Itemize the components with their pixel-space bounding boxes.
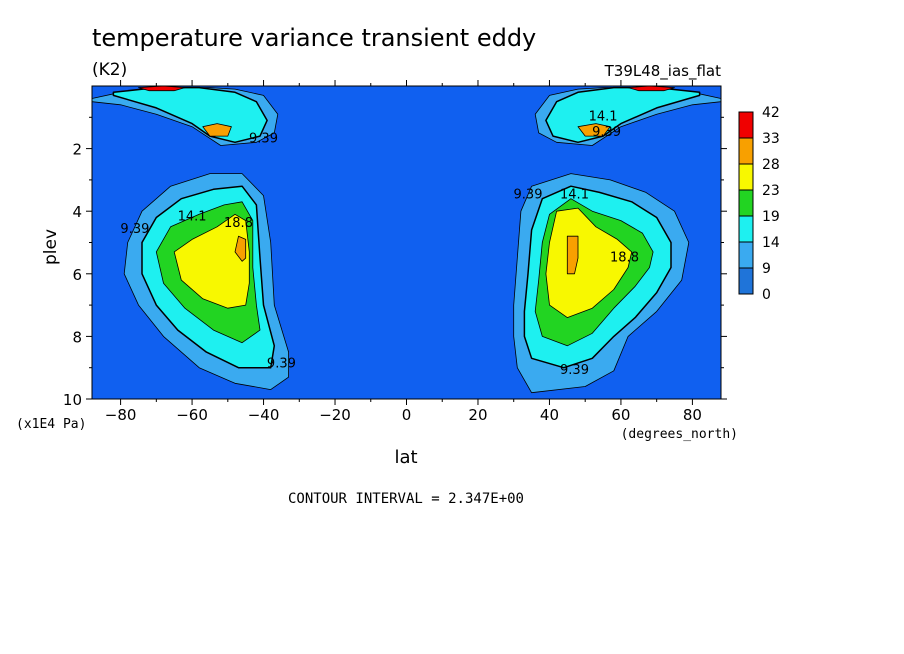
contour-label: 14.1 xyxy=(560,188,589,203)
x-axis-label: lat xyxy=(394,447,417,468)
colorbar-label: 42 xyxy=(762,105,780,121)
colorbar-swatch xyxy=(738,111,754,139)
contour-region-level-5 xyxy=(577,123,611,137)
contour-label: 9.39 xyxy=(514,188,543,203)
contour-label: 9.39 xyxy=(120,222,149,237)
x-tick-label: 20 xyxy=(468,406,487,424)
contour-region-level-4 xyxy=(173,213,250,309)
x-tick-label: 60 xyxy=(611,406,630,424)
colorbar-label: 23 xyxy=(762,183,780,199)
x-tick-label: 0 xyxy=(402,406,412,424)
y-tick-label: 8 xyxy=(72,328,82,346)
colorbar-label: 14 xyxy=(762,235,780,251)
model-label: T39L48_ias_flat xyxy=(604,62,722,81)
x-tick-label: −80 xyxy=(105,406,137,424)
colorbar-label: 28 xyxy=(762,157,780,173)
contour-region-level-4 xyxy=(545,207,633,318)
colorbar-label: 9 xyxy=(762,261,771,277)
contour-region-level-5 xyxy=(202,123,232,137)
colorbar: 0 9 14 19 23 28 33 42 xyxy=(738,105,780,303)
y-tick-label: 6 xyxy=(72,266,82,284)
colorbar-swatch xyxy=(738,215,754,243)
colorbar-label: 33 xyxy=(762,131,780,147)
colorbar-label: 0 xyxy=(762,287,771,303)
x-tick-label: 40 xyxy=(540,406,559,424)
contour-label: 14.1 xyxy=(178,210,207,225)
contour-label: 18.8 xyxy=(224,216,253,231)
y-tick-label: 2 xyxy=(72,141,82,159)
chart-title: temperature variance transient eddy xyxy=(92,24,536,52)
y-axis-units: (x1E4 Pa) xyxy=(16,417,86,432)
x-axis-units: (degrees_north) xyxy=(621,427,738,442)
colorbar-swatch xyxy=(738,137,754,165)
y-tick-label: 10 xyxy=(63,391,82,409)
contour-region-level-5 xyxy=(234,235,247,262)
units-label: (K2) xyxy=(92,60,127,80)
x-axis-ticks: −80 −60 −40 −20 0 20 40 60 80 xyxy=(105,80,702,424)
contour-region-level-5 xyxy=(566,235,579,275)
contour-label: 9.39 xyxy=(592,125,621,140)
contour-label: 18.8 xyxy=(610,250,639,265)
colorbar-label: 19 xyxy=(762,209,780,225)
colorbar-swatch xyxy=(738,241,754,269)
y-tick-label: 4 xyxy=(72,203,82,221)
contour-label: 9.39 xyxy=(560,363,589,378)
colorbar-swatch xyxy=(738,163,754,191)
contour-label: 9.39 xyxy=(267,357,296,372)
colorbar-swatch xyxy=(738,267,754,295)
contour-interval-text: CONTOUR INTERVAL = 2.347E+00 xyxy=(288,491,524,507)
contour-label: 9.39 xyxy=(249,131,278,146)
x-tick-label: −60 xyxy=(176,406,208,424)
contour-label: 14.1 xyxy=(589,109,618,124)
x-tick-label: −40 xyxy=(248,406,280,424)
x-tick-label: 80 xyxy=(683,406,702,424)
colorbar-swatch xyxy=(738,189,754,217)
y-axis-ticks: 2 4 6 8 10 xyxy=(63,116,727,409)
x-tick-label: −20 xyxy=(319,406,351,424)
y-axis-label: plev xyxy=(41,229,61,265)
